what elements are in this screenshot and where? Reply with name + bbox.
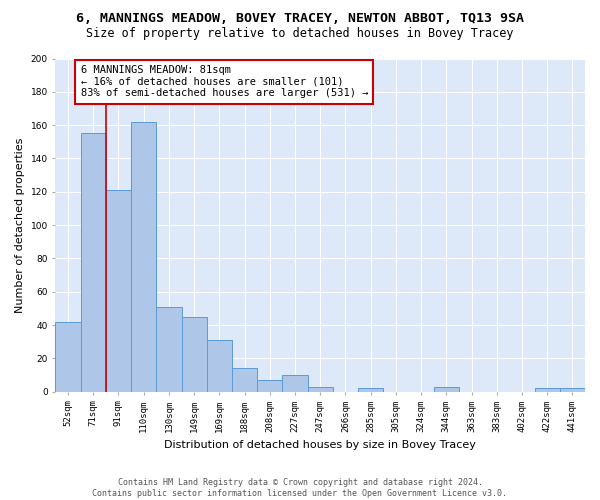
Bar — [55, 322, 80, 392]
Bar — [232, 368, 257, 392]
Text: Contains HM Land Registry data © Crown copyright and database right 2024.
Contai: Contains HM Land Registry data © Crown c… — [92, 478, 508, 498]
Bar — [157, 307, 182, 392]
Bar — [257, 380, 283, 392]
Bar — [308, 387, 333, 392]
X-axis label: Distribution of detached houses by size in Bovey Tracey: Distribution of detached houses by size … — [164, 440, 476, 450]
Bar — [80, 134, 106, 392]
Bar — [207, 340, 232, 392]
Bar — [560, 388, 585, 392]
Bar — [106, 190, 131, 392]
Bar — [535, 388, 560, 392]
Text: Size of property relative to detached houses in Bovey Tracey: Size of property relative to detached ho… — [86, 28, 514, 40]
Y-axis label: Number of detached properties: Number of detached properties — [15, 138, 25, 313]
Bar — [182, 317, 207, 392]
Bar — [131, 122, 157, 392]
Text: 6 MANNINGS MEADOW: 81sqm
← 16% of detached houses are smaller (101)
83% of semi-: 6 MANNINGS MEADOW: 81sqm ← 16% of detach… — [80, 65, 368, 98]
Bar — [283, 375, 308, 392]
Bar — [358, 388, 383, 392]
Text: 6, MANNINGS MEADOW, BOVEY TRACEY, NEWTON ABBOT, TQ13 9SA: 6, MANNINGS MEADOW, BOVEY TRACEY, NEWTON… — [76, 12, 524, 26]
Bar — [434, 387, 459, 392]
